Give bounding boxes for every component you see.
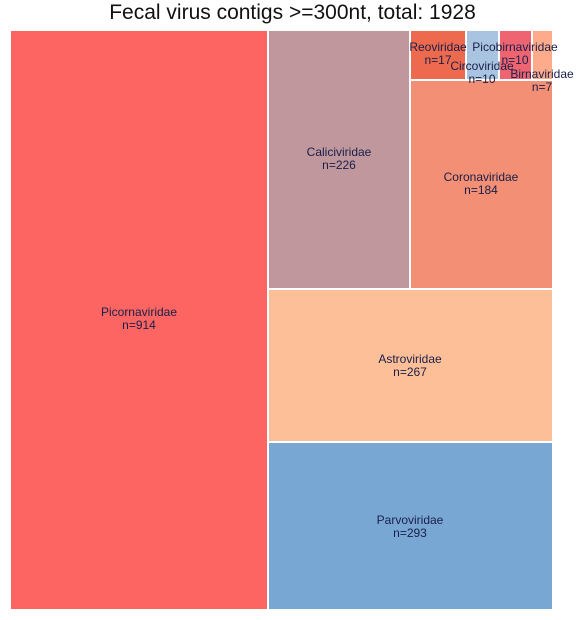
- tile-label-picornaviridae: Picornaviridae n=914: [101, 305, 177, 332]
- tile-label-astroviridae: Astroviridae n=267: [378, 352, 442, 379]
- chart-title: Fecal virus contigs >=300nt, total: 1928: [109, 1, 476, 24]
- tile-label-circoviridae: Circoviridae n=10: [450, 59, 514, 86]
- tile-count-reoviridae: n=17: [424, 53, 451, 67]
- tile-name-reoviridae: Reoviridae: [409, 40, 467, 54]
- tile-name-astroviridae: Astroviridae: [378, 352, 442, 366]
- tile-reoviridae: [409, 29, 467, 81]
- tile-count-coronaviridae: n=184: [464, 183, 498, 197]
- tile-name-birnaviridae: Birnaviridae: [510, 67, 574, 81]
- tile-circoviridae: [465, 29, 500, 81]
- tile-label-coronaviridae: Coronaviridae n=184: [444, 170, 519, 197]
- tile-name-coronaviridae: Coronaviridae: [444, 170, 519, 184]
- tile-count-picobirnaviridae: n=10: [501, 53, 528, 67]
- tile-count-parvoviridae: n=293: [393, 526, 427, 540]
- tile-birnaviridae: [531, 29, 554, 81]
- tile-label-parvoviridae: Parvoviridae n=293: [377, 513, 444, 540]
- tile-count-astroviridae: n=267: [393, 365, 427, 379]
- tile-label-reoviridae: Reoviridae n=17: [409, 40, 467, 67]
- tile-name-circoviridae: Circoviridae: [450, 59, 514, 73]
- tile-astroviridae: [267, 288, 554, 443]
- tile-parvoviridae: [267, 441, 554, 611]
- tile-name-picornaviridae: Picornaviridae: [101, 305, 177, 319]
- tile-name-parvoviridae: Parvoviridae: [377, 513, 444, 527]
- tile-label-birnaviridae: Birnaviridae n=7: [510, 67, 574, 94]
- tile-count-birnaviridae: n=7: [532, 80, 553, 94]
- tile-count-picornaviridae: n=914: [122, 318, 156, 332]
- tile-name-picobirnaviridae: Picobirnaviridae: [472, 40, 558, 54]
- tile-count-caliciviridae: n=226: [322, 158, 356, 172]
- tile-count-circoviridae: n=10: [468, 72, 495, 86]
- tile-label-picobirnaviridae: Picobirnaviridae n=10: [472, 40, 558, 67]
- tile-label-caliciviridae: Caliciviridae n=226: [307, 145, 372, 172]
- tile-name-caliciviridae: Caliciviridae: [307, 145, 372, 159]
